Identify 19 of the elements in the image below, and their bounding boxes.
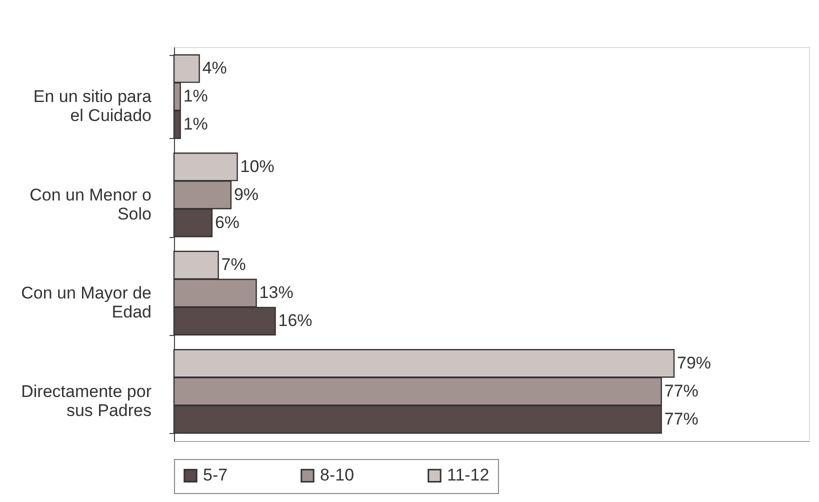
data-label: 16%: [278, 311, 312, 330]
y-tick-label: En un sitio para el Cuidado: [33, 87, 152, 126]
data-label: 13%: [259, 283, 294, 302]
data-label: 1%: [183, 114, 208, 134]
data-label: 1%: [183, 86, 208, 106]
data-label: 7%: [221, 255, 246, 274]
legend-label: 8-10: [320, 466, 354, 485]
data-label: 6%: [214, 212, 240, 232]
data-label: 79%: [677, 353, 712, 372]
data-label: 4%: [202, 58, 227, 78]
data-label: 77%: [664, 409, 698, 428]
data-label: 77%: [664, 381, 698, 400]
y-tick-label: Con un Menor o Solo: [30, 185, 152, 224]
legend-label: 5-7: [203, 466, 228, 485]
y-tick-label: Con un Mayor de Edad: [21, 284, 152, 322]
data-label: 10%: [240, 156, 274, 176]
y-tick-label: Directamente por sus Padres: [21, 382, 152, 420]
data-label: 9%: [234, 184, 259, 204]
legend-label: 11-12: [447, 466, 490, 485]
